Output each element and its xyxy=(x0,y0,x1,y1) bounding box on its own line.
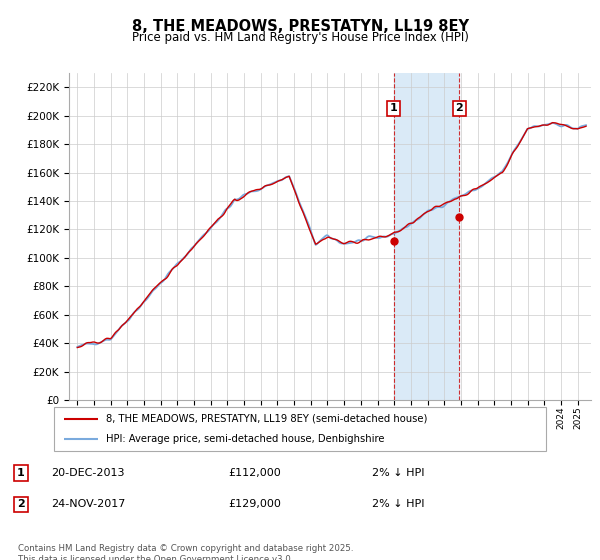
Bar xyxy=(394,73,459,400)
Text: 1: 1 xyxy=(17,468,25,478)
Text: 8, THE MEADOWS, PRESTATYN, LL19 8EY (semi-detached house): 8, THE MEADOWS, PRESTATYN, LL19 8EY (sem… xyxy=(106,414,427,424)
Text: Contains HM Land Registry data © Crown copyright and database right 2025.
This d: Contains HM Land Registry data © Crown c… xyxy=(18,544,353,560)
Text: £112,000: £112,000 xyxy=(228,468,281,478)
Text: HPI: Average price, semi-detached house, Denbighshire: HPI: Average price, semi-detached house,… xyxy=(106,434,384,444)
Text: 2% ↓ HPI: 2% ↓ HPI xyxy=(372,500,425,510)
FancyBboxPatch shape xyxy=(54,407,546,451)
Text: 2: 2 xyxy=(455,104,463,114)
Text: £129,000: £129,000 xyxy=(228,500,281,510)
Text: 24-NOV-2017: 24-NOV-2017 xyxy=(51,500,125,510)
Text: 20-DEC-2013: 20-DEC-2013 xyxy=(51,468,125,478)
Text: 2: 2 xyxy=(17,500,25,510)
Text: 1: 1 xyxy=(390,104,398,114)
Text: Price paid vs. HM Land Registry's House Price Index (HPI): Price paid vs. HM Land Registry's House … xyxy=(131,31,469,44)
Text: 8, THE MEADOWS, PRESTATYN, LL19 8EY: 8, THE MEADOWS, PRESTATYN, LL19 8EY xyxy=(131,19,469,34)
Text: 2% ↓ HPI: 2% ↓ HPI xyxy=(372,468,425,478)
